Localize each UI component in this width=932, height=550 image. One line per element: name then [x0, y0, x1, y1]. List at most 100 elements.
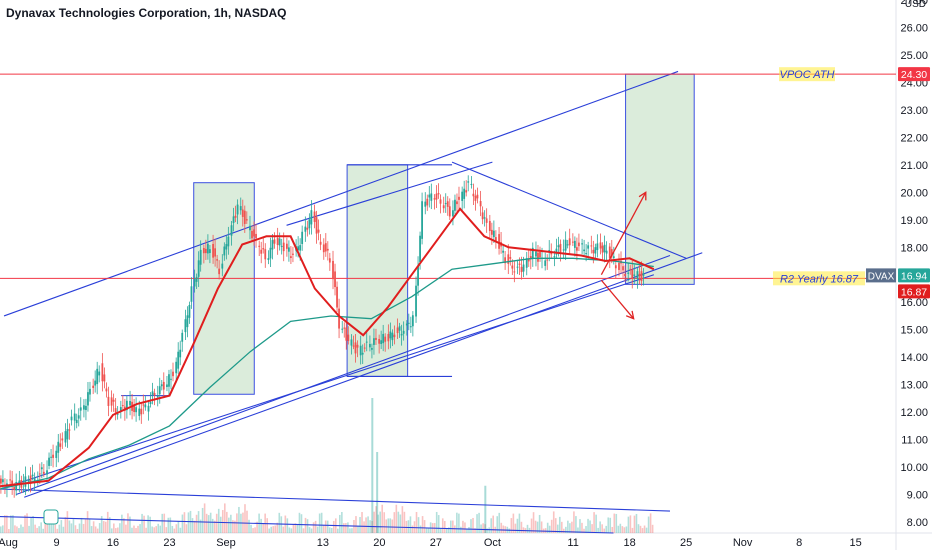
volume-bar: [187, 512, 190, 533]
candle-body: [29, 475, 32, 484]
candle-body: [243, 210, 246, 224]
candle-body: [77, 415, 80, 419]
volume-bar: [320, 512, 323, 533]
volume-bar: [421, 516, 424, 533]
volume-bar: [409, 516, 412, 533]
arrow-shaft: [600, 279, 635, 320]
candle-body: [326, 248, 329, 251]
candle-body: [27, 479, 30, 482]
chart-title: Dynavax Technologies Corporation, 1h, NA…: [6, 6, 287, 20]
candle-body: [415, 285, 417, 317]
candle-body: [236, 204, 239, 215]
candle-body: [121, 405, 124, 407]
volume-bar: [633, 515, 636, 533]
candle-body: [587, 245, 590, 249]
volume-bar: [14, 525, 16, 533]
candle-body: [221, 263, 224, 269]
candle-body: [452, 210, 454, 217]
volume-bar: [302, 528, 305, 533]
candle-body: [59, 443, 62, 447]
time-tick-label: 20: [373, 537, 385, 549]
candle-body: [446, 201, 449, 207]
volume-bar: [304, 517, 307, 533]
candle-body: [612, 256, 615, 259]
volume-bar: [92, 521, 95, 533]
volume-bar: [171, 525, 174, 533]
volume-bar: [42, 528, 44, 533]
candle-body: [15, 482, 18, 491]
volume-bar: [565, 526, 567, 533]
volume-bar: [221, 510, 224, 533]
volume-bar: [357, 525, 359, 533]
candle-body: [485, 218, 488, 223]
candle-body: [365, 341, 368, 343]
candle-body: [57, 441, 60, 453]
candle-body: [562, 249, 565, 251]
volume-bar: [115, 528, 117, 533]
volume-bar: [60, 520, 63, 533]
volume-bar: [611, 526, 614, 533]
volume-bar: [326, 520, 329, 533]
volume-bar: [288, 527, 291, 533]
trendline: [15, 254, 671, 496]
candle-body: [618, 262, 620, 270]
candle-body: [608, 246, 611, 258]
volume-bar: [230, 514, 232, 533]
time-tick-label: 13: [317, 537, 329, 549]
volume-bar: [498, 512, 501, 533]
volume-bar: [518, 513, 521, 533]
volume-bar: [347, 522, 349, 533]
candle-body: [144, 404, 147, 408]
candle-body: [138, 408, 141, 416]
volume-bar: [290, 528, 293, 533]
volume-bar: [538, 514, 541, 533]
candle-body: [110, 397, 113, 406]
volume-bar: [18, 528, 20, 533]
volume-bar: [38, 526, 40, 533]
volume-bar: [108, 517, 111, 533]
volume-bar: [298, 512, 301, 533]
candle-body: [359, 345, 362, 356]
candle-body: [140, 408, 143, 415]
candle-body: [396, 327, 399, 334]
volume-bar: [314, 520, 317, 533]
volume-bar: [401, 506, 404, 533]
candle-body: [255, 233, 257, 239]
volume-bar: [359, 517, 361, 533]
volume-bar: [121, 514, 123, 533]
price-tick-label: 12.00: [900, 407, 928, 419]
candle-body: [373, 338, 375, 345]
volume-bar: [548, 525, 551, 533]
level-label-bg: [773, 271, 865, 286]
candle-body: [596, 243, 599, 251]
candle-body: [354, 342, 357, 354]
volume-bar: [98, 523, 101, 533]
volume-bar: [561, 521, 563, 533]
volume-bar: [399, 514, 402, 533]
volume-bar: [183, 512, 186, 533]
volume-bar: [213, 520, 216, 533]
candle-body: [433, 198, 436, 200]
candle-body: [13, 487, 16, 490]
candle-body: [638, 273, 641, 277]
volume-bar: [435, 511, 438, 533]
volume-bar: [129, 516, 131, 533]
volume-bar: [52, 517, 55, 533]
candle-body: [179, 349, 182, 358]
time-tick-label: 18: [623, 537, 635, 549]
candle-body: [9, 479, 12, 481]
volume-bar: [205, 513, 208, 533]
trendline: [24, 252, 703, 498]
candle-body: [85, 405, 87, 411]
candle-body: [531, 247, 534, 259]
candle-body: [474, 195, 477, 201]
candle-body: [101, 363, 104, 382]
candle-body: [627, 272, 630, 274]
volume-bar: [266, 518, 268, 533]
volume-bar: [191, 518, 194, 533]
volume-bar: [294, 523, 297, 533]
volume-bar: [195, 514, 198, 533]
volume-bar: [441, 518, 444, 533]
volume-bar: [534, 520, 537, 533]
candle-body: [389, 331, 392, 339]
